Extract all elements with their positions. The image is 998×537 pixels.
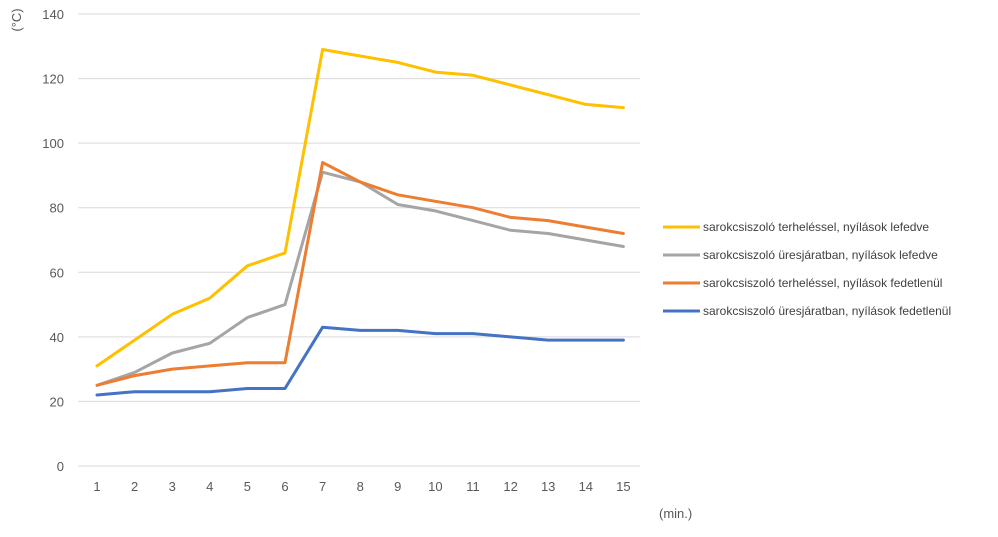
x-tick-label: 11 [466,479,480,494]
y-tick-label: 40 [50,330,64,345]
x-tick-label: 14 [579,479,593,494]
legend-item-4: sarokcsiszoló üresjáratban, nyílások fed… [663,304,951,318]
x-tick-label: 7 [319,479,326,494]
legend: sarokcsiszoló terheléssel, nyílások lefe… [663,220,951,318]
y-tick-label: 140 [42,7,64,22]
series-lines [95,48,625,397]
x-tick-label: 5 [244,479,251,494]
x-tick-label: 3 [169,479,176,494]
gridlines [78,13,640,467]
legend-label: sarokcsiszoló terheléssel, nyílások fede… [703,276,942,290]
y-tick-label: 100 [42,136,64,151]
legend-item-3: sarokcsiszoló terheléssel, nyílások fede… [663,276,942,290]
x-tick-label: 10 [428,479,442,494]
series-line-4 [95,325,625,397]
x-tick-label: 4 [206,479,213,494]
legend-item-2: sarokcsiszoló üresjáratban, nyílások lef… [663,248,938,262]
legend-label: sarokcsiszoló üresjáratban, nyílások fed… [703,304,951,318]
x-tick-label: 13 [541,479,555,494]
y-tick-label: 80 [50,201,64,216]
y-axis-ticks: 0 20 40 60 80 100 120 140 [42,7,64,474]
y-axis-unit: (°C) [9,8,24,31]
x-axis-unit: (min.) [659,506,692,521]
x-tick-label: 12 [503,479,517,494]
x-tick-label: 6 [281,479,288,494]
y-tick-label: 60 [50,265,64,280]
x-tick-label: 1 [93,479,100,494]
y-tick-label: 0 [57,459,64,474]
legend-item-1: sarokcsiszoló terheléssel, nyílások lefe… [663,220,929,234]
x-tick-label: 9 [394,479,401,494]
legend-label: sarokcsiszoló terheléssel, nyílások lefe… [703,220,929,234]
y-tick-label: 120 [42,72,64,87]
x-tick-label: 8 [357,479,364,494]
y-tick-label: 20 [50,394,64,409]
legend-label: sarokcsiszoló üresjáratban, nyílások lef… [703,248,938,262]
series-line-2 [95,170,625,387]
x-tick-label: 15 [616,479,630,494]
series-line-1 [95,48,625,368]
x-axis-ticks: 1 2 3 4 5 6 7 8 9 10 11 12 13 14 15 [93,479,630,494]
series-line-3 [95,161,625,387]
x-tick-label: 2 [131,479,138,494]
